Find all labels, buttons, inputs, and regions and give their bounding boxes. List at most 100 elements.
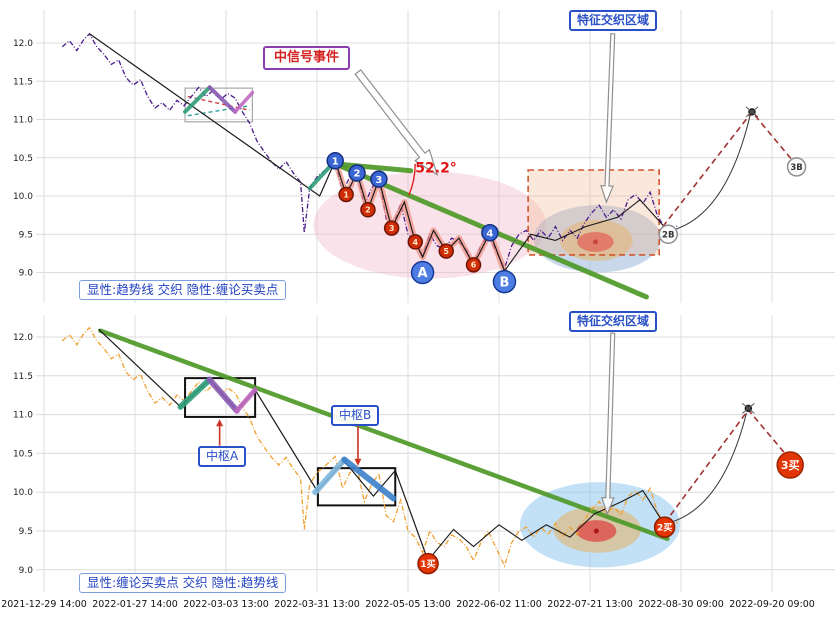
marker-label: 1买 bbox=[420, 559, 435, 570]
marker-spike bbox=[742, 403, 749, 409]
marker-B bbox=[492, 269, 517, 294]
y-axis-label: 11.0 bbox=[13, 116, 33, 126]
chan-segment bbox=[206, 376, 240, 414]
angle-label: 52.2° bbox=[415, 160, 457, 176]
trend-line bbox=[89, 33, 336, 197]
y-axis-label: 10.0 bbox=[13, 488, 33, 498]
marker-1买 bbox=[417, 552, 439, 575]
marker-3B bbox=[786, 157, 807, 177]
marker-label: 3买 bbox=[781, 459, 800, 472]
marker-label: 5 bbox=[443, 247, 449, 256]
marker-spike bbox=[745, 106, 753, 113]
y-axis-label: 10.0 bbox=[13, 192, 33, 202]
marker-2B bbox=[658, 224, 679, 244]
y-axis-label: 10.5 bbox=[13, 449, 33, 459]
callout-arrow bbox=[354, 69, 439, 176]
y-axis-label: 11.5 bbox=[13, 77, 33, 87]
marker-label: 4 bbox=[486, 228, 493, 239]
pivot-b-label: 中枢B bbox=[331, 405, 380, 426]
green-trend-line bbox=[332, 161, 414, 174]
marker-label: 2B bbox=[662, 230, 674, 240]
x-axis-label: 2022-06-02 11:00 bbox=[456, 599, 542, 610]
marker-label: 3 bbox=[375, 175, 382, 186]
marker-1 bbox=[338, 186, 354, 203]
center-dot bbox=[592, 239, 598, 245]
marker-label: B bbox=[499, 275, 509, 290]
y-axis-label: 12.0 bbox=[13, 333, 33, 343]
marker-4 bbox=[407, 234, 424, 250]
callout-arrow bbox=[600, 332, 616, 516]
chan-segment bbox=[207, 85, 238, 114]
marker-spike bbox=[751, 111, 759, 118]
y-axis-label: 10.5 bbox=[13, 154, 33, 164]
chan-segment bbox=[234, 387, 258, 414]
marker-label: 4 bbox=[412, 238, 418, 247]
pivot-a-label: 中枢A bbox=[198, 446, 247, 467]
marker-spike bbox=[748, 403, 755, 409]
y-axis-label: 12.0 bbox=[13, 39, 33, 49]
x-axis: 2021-12-29 14:00 2022-01-27 14:00 2022-03-… bbox=[0, 599, 839, 614]
y-axis-label: 9.5 bbox=[19, 230, 33, 240]
marker-A bbox=[410, 260, 435, 285]
rise-curve bbox=[667, 412, 747, 524]
trend-tail bbox=[427, 489, 666, 561]
pivot-box bbox=[184, 377, 257, 418]
feature-zone-label-bottom: 特征交织区域 bbox=[569, 311, 658, 332]
marker-2买 bbox=[653, 516, 676, 538]
y-axis-label: 9.0 bbox=[19, 269, 34, 279]
green-trend-line bbox=[98, 328, 670, 542]
pointer-arrow-head bbox=[354, 458, 362, 466]
y-axis-label: 11.0 bbox=[13, 411, 33, 421]
top-mode-label: 显性:趋势线 交织 隐性:缠论买卖点 bbox=[79, 280, 287, 300]
marker-spike bbox=[745, 111, 753, 118]
y-axis-label: 11.5 bbox=[13, 372, 33, 382]
center-dot bbox=[593, 528, 599, 534]
signal-event-label: 中信号事件 bbox=[263, 46, 351, 71]
marker-label: 3B bbox=[790, 163, 802, 173]
marker-2 bbox=[360, 202, 376, 218]
marker-2 bbox=[348, 164, 366, 182]
marker-1 bbox=[326, 152, 344, 170]
marker-label: 1 bbox=[332, 156, 339, 167]
marker-4 bbox=[481, 223, 499, 242]
x-axis-label: 2022-01-27 14:00 bbox=[92, 599, 178, 610]
bottom-mode-label: 显性:缠论买卖点 交织 隐性:趋势线 bbox=[79, 573, 287, 593]
marker-label: 3 bbox=[389, 224, 395, 233]
chanlun-chart: 12.0 11.5 11.0 10.5 10.0 9.5 9.0 1买 2买 3买 bbox=[13, 315, 835, 592]
price-line bbox=[61, 32, 678, 271]
y-axis-label: 9.5 bbox=[19, 527, 33, 537]
marker-label: 2买 bbox=[657, 522, 672, 533]
marker-label: 1 bbox=[343, 190, 349, 199]
x-axis-label: 2021-12-29 14:00 bbox=[1, 599, 87, 610]
marker-label: 2 bbox=[365, 206, 371, 215]
marker-label: 6 bbox=[471, 261, 477, 270]
marker-spike bbox=[742, 408, 749, 414]
chan-segment bbox=[233, 90, 255, 114]
marker-spike bbox=[748, 408, 755, 414]
marker-3 bbox=[370, 170, 388, 188]
chan-segment bbox=[183, 85, 212, 114]
pointer-arrow-head bbox=[216, 419, 224, 427]
marker-3 bbox=[383, 220, 400, 236]
trendline-chart: 12.0 11.5 11.0 10.5 10.0 9.5 9.0 52.2° 1 2 3 4 1 2 3 4 5… bbox=[13, 10, 835, 303]
chan-segment bbox=[177, 376, 213, 410]
callout-arrow bbox=[600, 33, 616, 204]
marker-6 bbox=[465, 257, 482, 273]
marker-5 bbox=[438, 243, 454, 259]
x-axis-label: 2022-07-21 13:00 bbox=[547, 599, 633, 610]
trend-tail bbox=[504, 199, 673, 272]
price-line bbox=[61, 326, 678, 568]
marker-label: A bbox=[418, 266, 428, 281]
marker-spike bbox=[751, 106, 759, 113]
x-axis-label: 2022-03-31 13:00 bbox=[274, 599, 360, 610]
feature-zone-label-top: 特征交织区域 bbox=[569, 10, 658, 31]
y-axis-label: 9.0 bbox=[19, 566, 34, 576]
x-axis-label: 2022-03-03 13:00 bbox=[183, 599, 269, 610]
rise-curve bbox=[671, 114, 751, 231]
chan-segment bbox=[341, 456, 397, 502]
projection-line bbox=[662, 110, 798, 228]
marker-label: 2 bbox=[354, 169, 361, 180]
x-axis-label: 2022-05-05 13:00 bbox=[365, 599, 451, 610]
x-axis-label: 2022-09-20 09:00 bbox=[729, 599, 815, 610]
